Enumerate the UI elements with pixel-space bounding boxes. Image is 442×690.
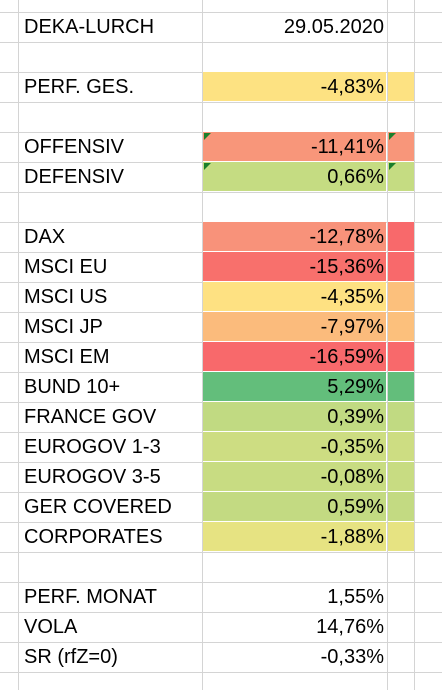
gridline xyxy=(0,42,442,43)
perf-total-row[interactable]: PERF. GES. -4,83% xyxy=(0,72,442,102)
stat-label[interactable]: VOLA xyxy=(24,616,78,638)
index-value[interactable]: -15,36% xyxy=(203,252,386,281)
index-row[interactable]: EUROGOV 3-5 -0,08% xyxy=(0,462,442,492)
gridline xyxy=(0,612,442,613)
header-row[interactable]: DEKA-LURCH 29.05.2020 xyxy=(0,12,442,42)
index-row[interactable]: MSCI JP -7,97% xyxy=(0,312,442,342)
index-row[interactable]: CORPORATES -1,88% xyxy=(0,522,442,552)
perf-total-value[interactable]: -4,83% xyxy=(203,72,386,101)
strategy-label[interactable]: OFFENSIV xyxy=(24,136,125,158)
index-label[interactable]: EUROGOV 3-5 xyxy=(24,466,161,488)
index-row[interactable]: MSCI US -4,35% xyxy=(0,282,442,312)
perf-total-label[interactable]: PERF. GES. xyxy=(24,76,135,98)
index-value[interactable]: -7,97% xyxy=(203,312,386,341)
stat-label[interactable]: PERF. MONAT xyxy=(24,586,157,608)
index-ext-cell[interactable] xyxy=(388,252,414,281)
stat-row[interactable]: VOLA 14,76% xyxy=(0,612,442,642)
index-ext-cell[interactable] xyxy=(388,492,414,521)
gridline xyxy=(0,642,442,643)
index-row[interactable]: DAX -12,78% xyxy=(0,222,442,252)
index-ext-cell[interactable] xyxy=(388,432,414,461)
gridline xyxy=(387,0,388,690)
index-label[interactable]: FRANCE GOV xyxy=(24,406,157,428)
index-value[interactable]: -12,78% xyxy=(203,222,386,251)
comment-marker-icon xyxy=(204,163,211,170)
gridline xyxy=(0,102,442,103)
gridline xyxy=(0,552,442,553)
gridline xyxy=(0,12,442,13)
index-label[interactable]: CORPORATES xyxy=(24,526,163,548)
index-ext-cell[interactable] xyxy=(388,462,414,491)
comment-marker-icon xyxy=(389,133,396,140)
index-label[interactable]: BUND 10+ xyxy=(24,376,121,398)
index-ext-cell[interactable] xyxy=(388,282,414,311)
index-value[interactable]: 0,39% xyxy=(203,402,386,431)
gridline xyxy=(414,0,415,690)
index-ext-cell[interactable] xyxy=(388,372,414,401)
index-value[interactable]: -0,35% xyxy=(203,432,386,461)
strategy-value[interactable]: 0,66% xyxy=(203,162,386,191)
strategy-row-offensiv[interactable]: OFFENSIV -11,41% xyxy=(0,132,442,162)
index-label[interactable]: MSCI EM xyxy=(24,346,110,368)
stat-value[interactable]: 1,55% xyxy=(327,586,384,608)
index-ext-cell[interactable] xyxy=(388,522,414,551)
index-label[interactable]: GER COVERED xyxy=(24,496,172,518)
index-label[interactable]: MSCI EU xyxy=(24,256,108,278)
index-ext-cell[interactable] xyxy=(388,342,414,371)
index-value[interactable]: -0,08% xyxy=(203,462,386,491)
index-row[interactable]: BUND 10+ 5,29% xyxy=(0,372,442,402)
gridline xyxy=(0,192,442,193)
index-row[interactable]: FRANCE GOV 0,39% xyxy=(0,402,442,432)
index-value[interactable]: -4,35% xyxy=(203,282,386,311)
perf-total-ext-cell[interactable] xyxy=(388,72,414,101)
stat-value[interactable]: -0,33% xyxy=(320,646,384,668)
fund-name-cell[interactable]: DEKA-LURCH xyxy=(24,16,155,38)
strategy-label[interactable]: DEFENSIV xyxy=(24,166,125,188)
stat-value[interactable]: 14,76% xyxy=(316,616,384,638)
index-value[interactable]: 0,59% xyxy=(203,492,386,521)
gridline xyxy=(0,582,442,583)
index-ext-cell[interactable] xyxy=(388,402,414,431)
gridline xyxy=(18,0,19,690)
index-label[interactable]: MSCI US xyxy=(24,286,108,308)
index-row[interactable]: MSCI EU -15,36% xyxy=(0,252,442,282)
index-row[interactable]: EUROGOV 1-3 -0,35% xyxy=(0,432,442,462)
index-value[interactable]: -16,59% xyxy=(203,342,386,371)
date-cell[interactable]: 29.05.2020 xyxy=(283,16,384,38)
index-value[interactable]: 5,29% xyxy=(203,372,386,401)
index-label[interactable]: EUROGOV 1-3 xyxy=(24,436,161,458)
index-label[interactable]: DAX xyxy=(24,226,66,248)
stat-label[interactable]: SR (rfZ=0) xyxy=(24,646,118,668)
stat-row[interactable]: SR (rfZ=0) -0,33% xyxy=(0,642,442,672)
stat-row[interactable]: PERF. MONAT 1,55% xyxy=(0,582,442,612)
index-label[interactable]: MSCI JP xyxy=(24,316,103,338)
gridline xyxy=(0,672,442,673)
index-row[interactable]: GER COVERED 0,59% xyxy=(0,492,442,522)
comment-marker-icon xyxy=(204,133,211,140)
index-ext-cell[interactable] xyxy=(388,222,414,251)
strategy-row-defensiv[interactable]: DEFENSIV 0,66% xyxy=(0,162,442,192)
gridline xyxy=(202,0,203,690)
index-value[interactable]: -1,88% xyxy=(203,522,386,551)
index-ext-cell[interactable] xyxy=(388,312,414,341)
strategy-value[interactable]: -11,41% xyxy=(203,132,386,161)
index-row[interactable]: MSCI EM -16,59% xyxy=(0,342,442,372)
comment-marker-icon xyxy=(389,163,396,170)
